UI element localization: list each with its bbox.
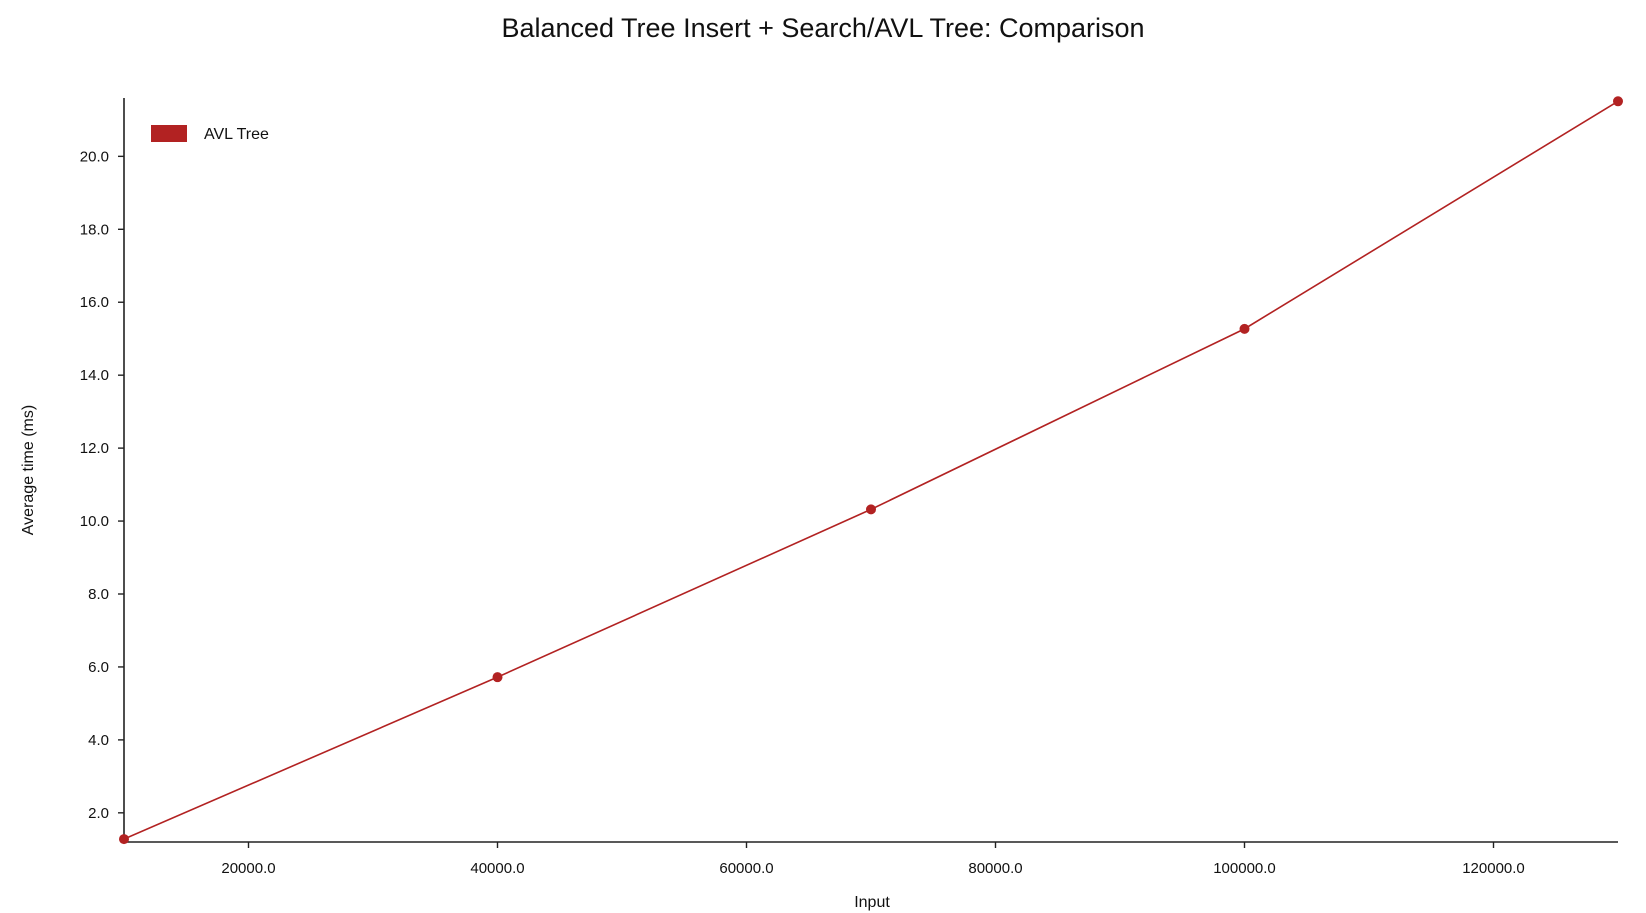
legend-swatch-avl-tree	[151, 125, 187, 142]
data-point	[492, 672, 503, 683]
y-tick-label: 10.0	[80, 513, 109, 530]
x-tick-label: 100000.0	[1213, 860, 1276, 877]
series-layer	[119, 96, 1623, 845]
y-tick-label: 8.0	[88, 586, 109, 603]
x-axis: 20000.0 40000.0 60000.0 80000.0 100000.0 1200…	[124, 841, 1618, 877]
legend-label-avl-tree: AVL Tree	[204, 126, 269, 143]
y-tick-label: 2.0	[88, 805, 109, 822]
series-line-avl-tree	[123, 100, 1619, 840]
x-axis-label: Input	[854, 894, 890, 911]
legend: AVL Tree	[151, 125, 269, 143]
y-axis-label: Average time (ms)	[20, 405, 37, 535]
y-tick-label: 14.0	[80, 367, 109, 384]
chart-title: Balanced Tree Insert + Search/AVL Tree: …	[501, 13, 1144, 43]
x-tick-label: 80000.0	[968, 860, 1022, 877]
x-tick-label: 120000.0	[1462, 860, 1525, 877]
y-tick-label: 4.0	[88, 732, 109, 749]
x-tick-label: 20000.0	[221, 860, 275, 877]
y-tick-label: 18.0	[80, 221, 109, 238]
y-tick-label: 20.0	[80, 148, 109, 165]
data-point	[1239, 323, 1250, 334]
x-tick-label: 60000.0	[719, 860, 773, 877]
y-tick-label: 6.0	[88, 659, 109, 676]
y-tick-label: 12.0	[80, 440, 109, 457]
data-point	[866, 504, 876, 515]
x-tick-label: 40000.0	[470, 860, 524, 877]
y-axis: 2.0 4.0 6.0 8.0 10.0 12.0 14.0 16.0 18.0 20.0	[80, 98, 125, 842]
data-point	[119, 834, 129, 845]
data-point	[1613, 96, 1623, 107]
y-tick-label: 16.0	[80, 294, 109, 311]
